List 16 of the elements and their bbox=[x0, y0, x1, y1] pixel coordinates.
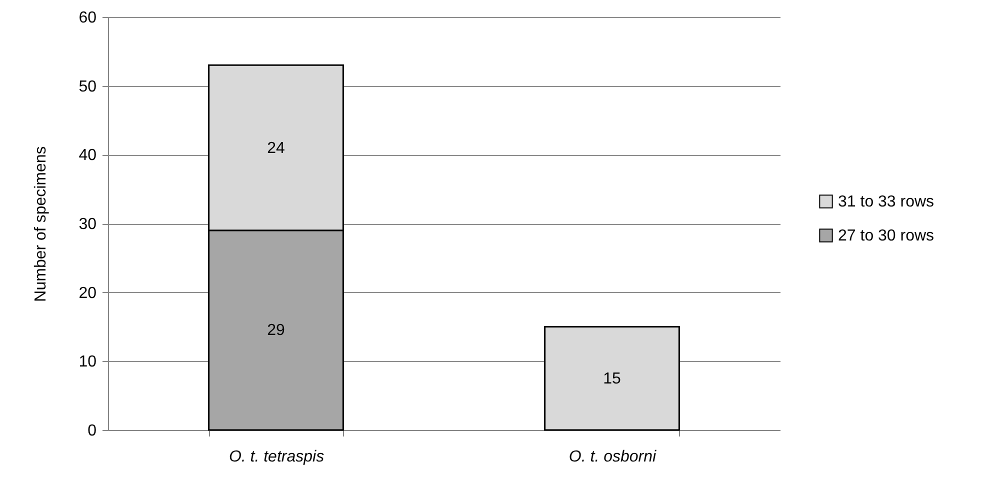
data-label: 29 bbox=[267, 322, 285, 340]
x-tick-label: O. t. tetraspis bbox=[228, 448, 324, 466]
y-tick-label: 10 bbox=[78, 354, 97, 371]
y-tick-label: 20 bbox=[78, 284, 97, 302]
data-label: 15 bbox=[603, 370, 621, 388]
y-tick-label: 60 bbox=[78, 10, 97, 26]
y-tick-label: 40 bbox=[78, 147, 97, 164]
y-axis-title: Number of specimens bbox=[32, 146, 50, 302]
bar bbox=[544, 326, 680, 431]
x-tick-label: O. t. osborni bbox=[568, 448, 657, 466]
data-label: 24 bbox=[267, 140, 285, 157]
legend-label: 27 to 30 rows bbox=[838, 228, 934, 244]
y-tick-label: 0 bbox=[88, 422, 97, 440]
y-tick-label: 30 bbox=[78, 216, 97, 233]
legend-label: 31 to 33 rows bbox=[838, 194, 934, 210]
y-tick-label: 50 bbox=[78, 78, 97, 96]
